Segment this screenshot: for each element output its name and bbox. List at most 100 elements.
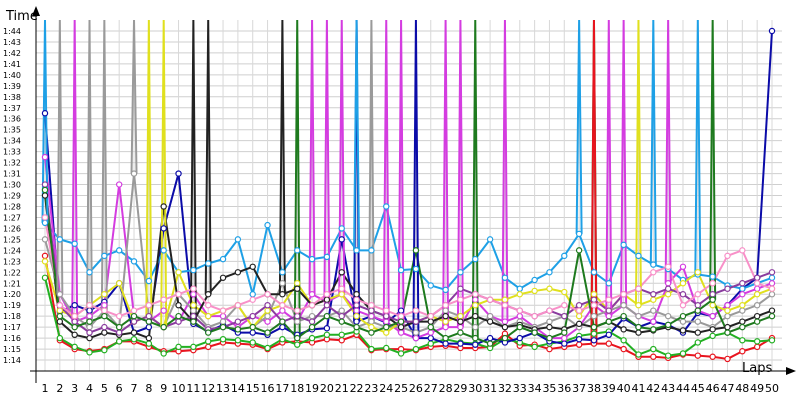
data-point [41,110,49,117]
data-point [219,323,227,331]
data-point [457,329,464,336]
data-point [41,214,49,221]
series-spike [456,19,464,328]
data-point [353,247,360,254]
data-point [353,307,360,314]
series-spike [397,19,405,333]
data-point [679,280,687,287]
data-point [768,280,776,287]
data-point [575,320,583,328]
data-point [160,323,167,331]
data-point [516,334,523,342]
data-point [501,318,509,325]
y-tick-label: 1:44 [3,27,21,36]
data-point [709,280,716,287]
data-point [561,329,568,336]
x-tick-label: 16 [261,382,275,395]
data-point [175,312,182,320]
data-point [650,296,657,303]
data-point [338,318,345,325]
data-point [368,312,375,320]
data-point [279,301,286,309]
data-point [41,186,49,194]
data-point [264,221,271,229]
y-tick-label: 1:24 [3,246,21,255]
data-point [457,323,464,331]
data-point [694,339,702,346]
data-point [145,318,153,325]
y-tick-label: 1:43 [3,38,21,47]
data-point [383,329,390,336]
data-point [71,301,78,309]
y-tick-label: 1:23 [3,257,21,266]
data-point [190,318,197,325]
data-point [219,318,227,325]
data-point [635,351,642,358]
data-point [249,339,256,346]
data-point [130,329,138,336]
data-point [412,247,420,254]
data-point [145,312,153,320]
data-point [605,280,612,287]
data-point [294,307,301,314]
data-point [442,323,449,331]
data-point [679,318,687,325]
data-point [190,266,197,274]
data-point [753,280,761,287]
data-point [205,291,212,298]
y-tick-label: 1:20 [3,290,21,299]
data-point [41,181,49,188]
data-point [768,285,776,292]
y-tick-label: 1:22 [3,268,21,277]
x-tick-label: 10 [172,382,186,395]
data-point [620,337,627,344]
data-point [323,331,331,339]
data-point [709,312,716,320]
data-point [264,307,271,314]
data-point [561,334,568,342]
series-spike [308,19,316,295]
series-spike [100,19,108,311]
data-point [383,318,390,325]
data-point [397,266,405,274]
data-point [427,282,434,289]
data-point [160,225,167,232]
data-point [249,323,256,331]
data-point [205,338,212,345]
data-point [724,301,731,309]
data-point [486,334,494,342]
data-point [353,296,360,303]
data-point [368,329,375,336]
y-tick-label: 1:34 [3,137,21,146]
data-point [175,269,182,276]
data-point [679,263,687,270]
y-tick-label: 1:32 [3,159,21,168]
data-point [86,323,93,331]
data-point [724,252,731,260]
series-spike [382,19,390,322]
data-point [234,236,242,243]
data-point [115,329,123,336]
data-point [457,285,464,292]
data-point [546,323,553,331]
data-point [486,318,494,325]
x-tick-label: 14 [231,382,245,395]
data-point [546,318,553,325]
data-point [368,345,375,353]
x-tick-label: 26 [409,382,423,395]
data-point [115,312,123,320]
data-point [175,318,182,325]
data-point [472,296,479,303]
data-point [397,318,405,325]
data-point [546,285,553,292]
data-point [739,247,746,254]
data-point [412,318,420,325]
data-point [234,326,242,333]
data-point [575,341,583,348]
data-point [115,247,123,254]
x-tick-label: 30 [468,382,482,395]
data-point [234,318,242,325]
data-point [56,236,64,243]
data-point [160,203,167,210]
